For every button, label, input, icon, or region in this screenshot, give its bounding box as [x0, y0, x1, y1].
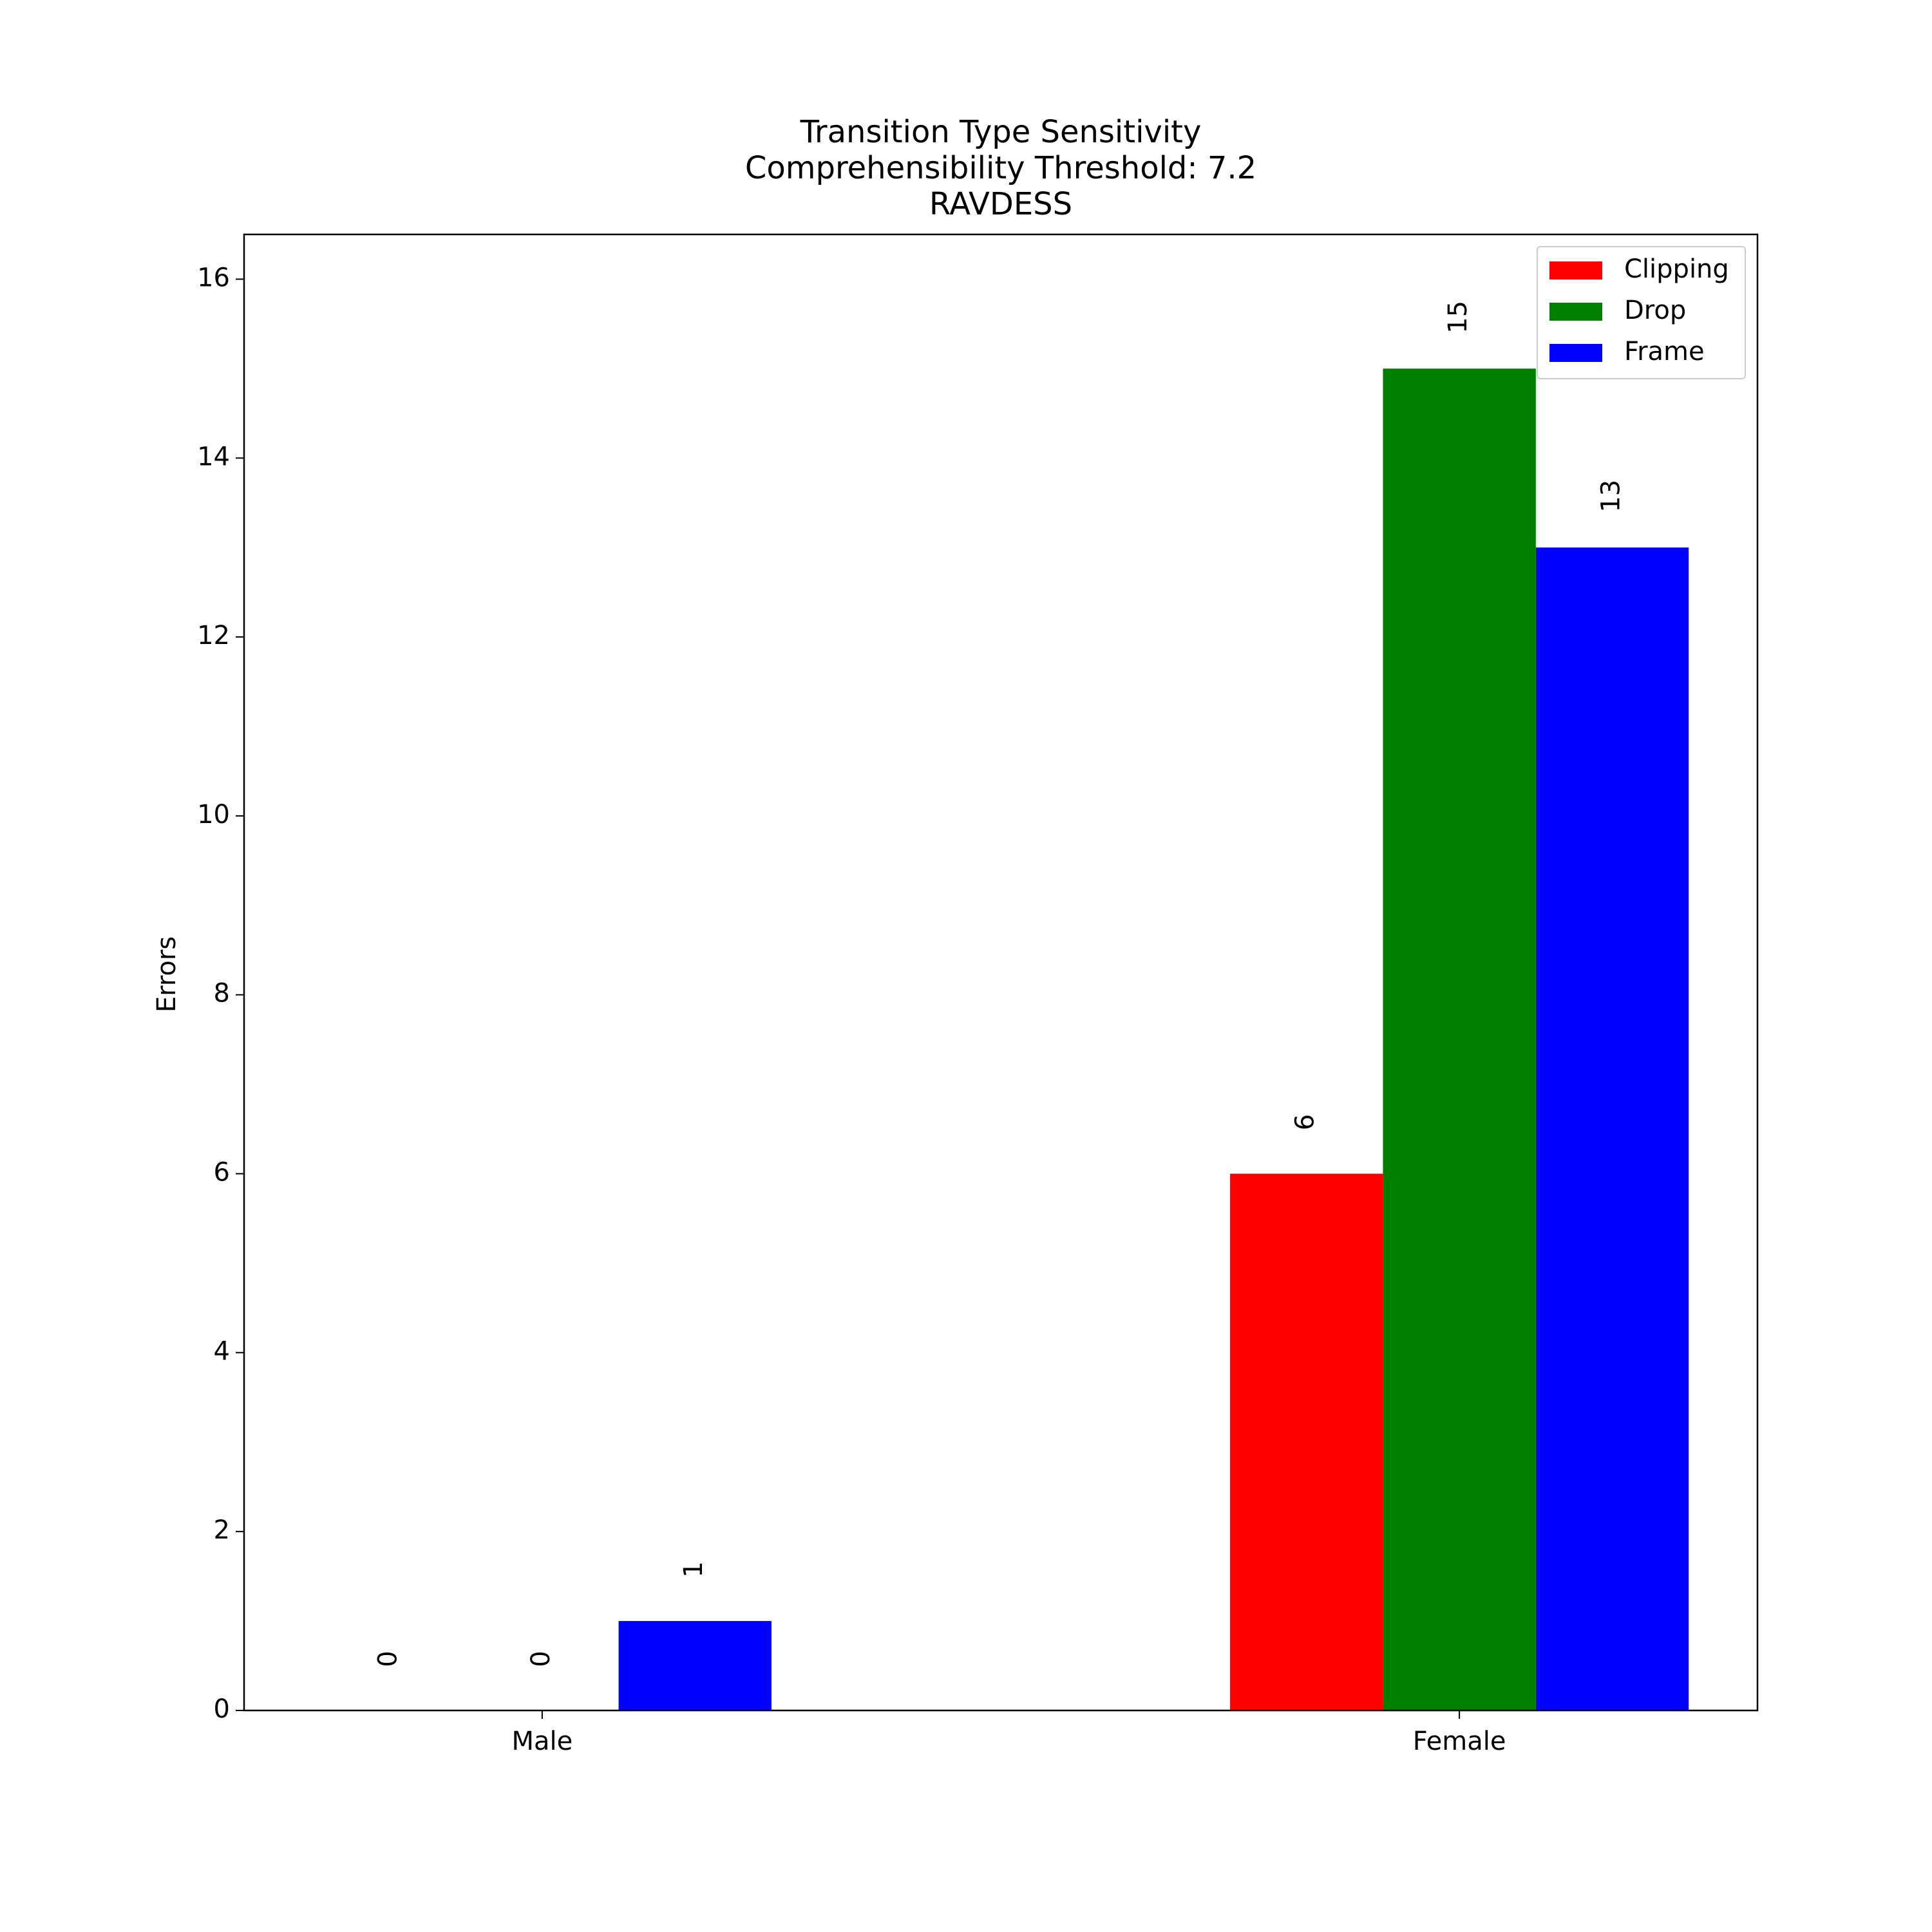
x-tick-label: Female: [1413, 1727, 1506, 1756]
y-tick-label: 14: [197, 442, 230, 471]
value-label: 15: [1443, 301, 1473, 334]
value-label: 0: [374, 1651, 403, 1667]
y-tick-label: 4: [214, 1336, 230, 1366]
value-label: 6: [1291, 1114, 1320, 1130]
value-label: 1: [679, 1561, 708, 1577]
chart-title: Transition Type Sensitivity: [800, 114, 1202, 150]
legend-swatch: [1549, 261, 1602, 279]
bar: [1383, 368, 1536, 1710]
legend-swatch: [1549, 344, 1602, 362]
y-tick-label: 8: [214, 979, 230, 1009]
chart-subtitle: RAVDESS: [929, 186, 1072, 222]
legend-label: Frame: [1624, 337, 1705, 366]
y-tick-label: 16: [197, 263, 230, 292]
y-tick-label: 10: [197, 800, 230, 829]
y-tick-label: 0: [214, 1694, 230, 1724]
bar: [1535, 547, 1689, 1710]
bar: [618, 1621, 772, 1710]
plot-frame: [243, 233, 1759, 1712]
legend-swatch: [1549, 303, 1602, 321]
chart-subtitle: Comprehensibility Threshold: 7.2: [745, 150, 1256, 186]
y-tick-label: 6: [214, 1158, 230, 1188]
y-tick-label: 2: [214, 1515, 230, 1545]
value-label: 0: [526, 1651, 556, 1667]
y-axis-label: Errors: [152, 936, 182, 1012]
legend-label: Clipping: [1624, 254, 1729, 284]
y-tick-label: 12: [197, 621, 230, 650]
x-tick-label: Male: [512, 1727, 573, 1756]
value-label: 13: [1596, 480, 1625, 513]
legend-label: Drop: [1624, 296, 1686, 325]
bar: [1230, 1173, 1383, 1710]
